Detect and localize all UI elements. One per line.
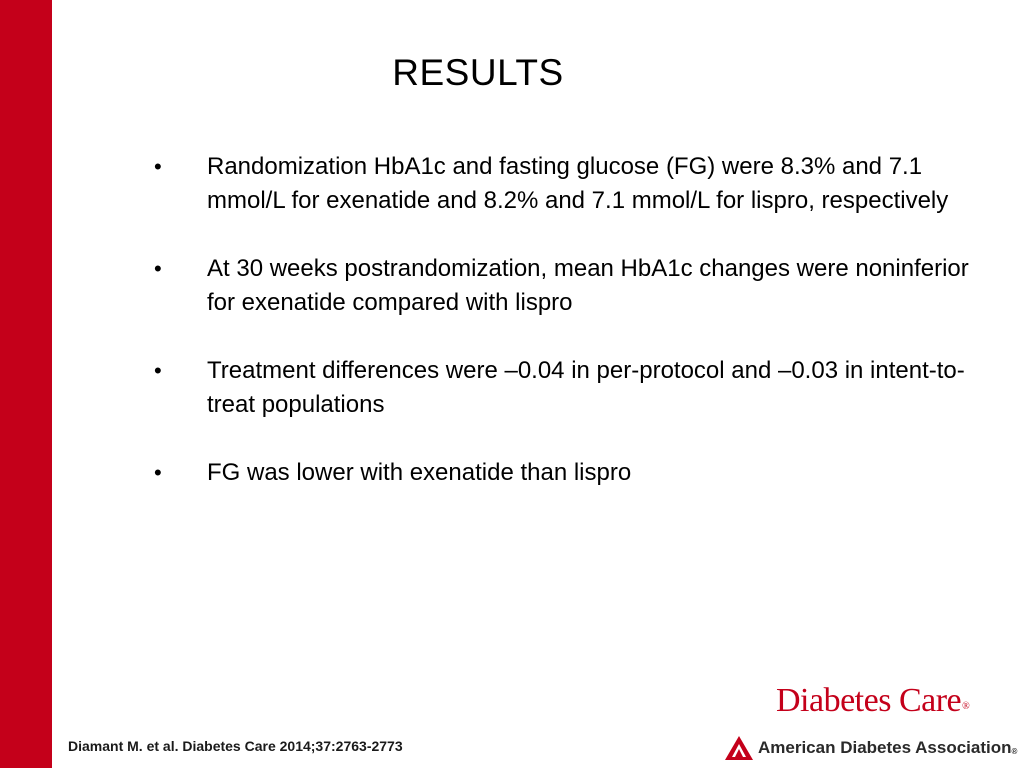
journal-name: Diabetes Care (776, 682, 962, 719)
bullet-item: • At 30 weeks postrandomization, mean Hb… (154, 252, 984, 320)
registered-mark: ® (1011, 747, 1018, 756)
side-accent-bar (0, 0, 52, 768)
bullet-marker: • (154, 460, 162, 485)
bullet-item: • Randomization HbA1c and fasting glucos… (154, 150, 984, 218)
bullet-marker: • (154, 358, 162, 383)
slide-title: RESULTS (392, 52, 564, 93)
association-name: American Diabetes Association (758, 738, 1012, 757)
registered-mark: ® (962, 701, 970, 712)
bullet-text: Randomization HbA1c and fasting glucose … (207, 153, 949, 214)
bullet-marker: • (154, 256, 162, 281)
diabetes-care-logo: Diabetes Care® (776, 682, 970, 720)
ada-triangle-icon (725, 736, 753, 760)
ada-logo: American Diabetes Association® (724, 734, 1017, 762)
bullet-list: • Randomization HbA1c and fasting glucos… (154, 150, 984, 524)
citation: Diamant M. et al. Diabetes Care 2014;37:… (68, 738, 403, 754)
bullet-marker: • (154, 154, 162, 179)
bullet-text: FG was lower with exenatide than lispro (207, 459, 632, 486)
bullet-item: • Treatment differences were –0.04 in pe… (154, 354, 984, 422)
association-name-wrap: American Diabetes Association® (758, 738, 1017, 758)
bullet-item: • FG was lower with exenatide than lispr… (154, 456, 984, 490)
bullet-text: Treatment differences were –0.04 in per-… (207, 357, 965, 418)
bullet-text: At 30 weeks postrandomization, mean HbA1… (207, 255, 969, 316)
